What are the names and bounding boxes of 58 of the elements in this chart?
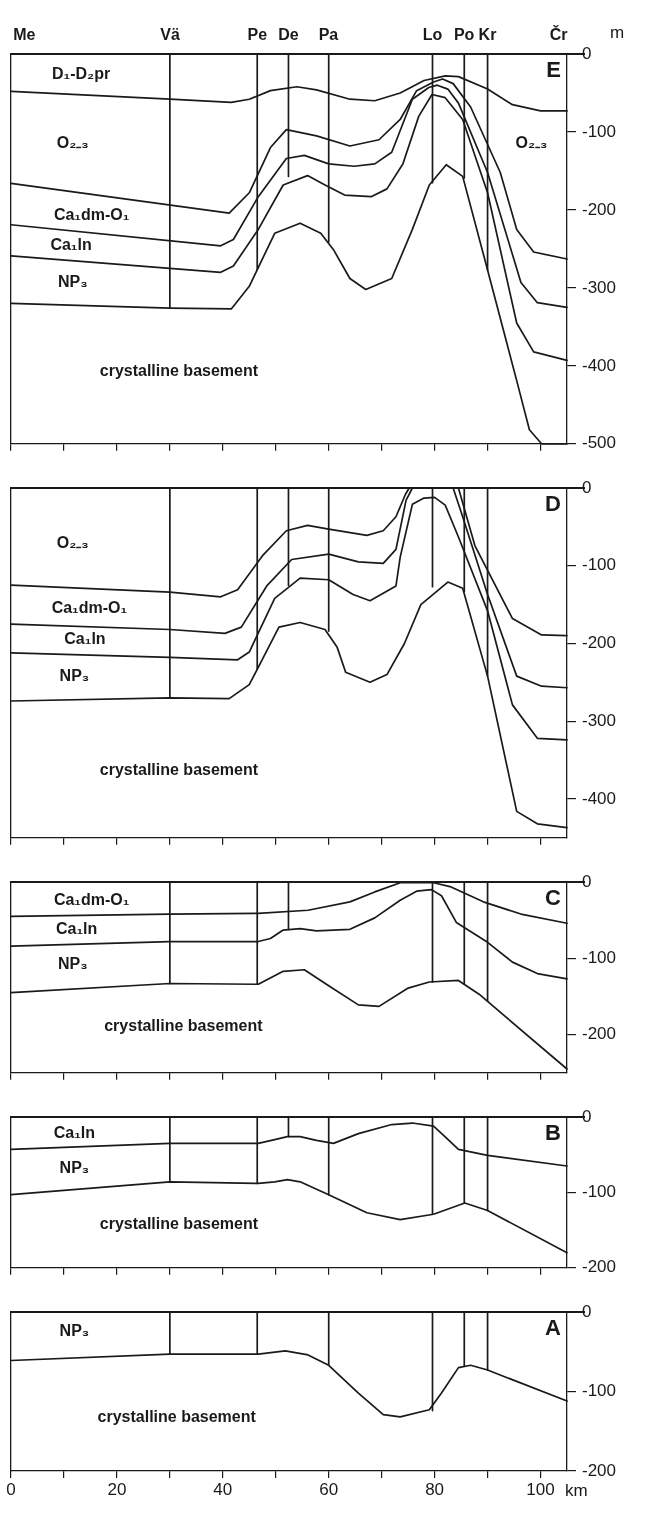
annotation: NP₃ [59,1322,90,1340]
y-tick-label: -300 [582,277,617,297]
chart-title: E [546,57,561,83]
annotation: Ca₁ln [50,236,92,254]
annotation: Ca₁dm-O₁ [51,598,128,616]
x-tick-label: 0 [6,1479,16,1499]
annotation: NP₃ [57,272,88,290]
chart-title: D [545,491,561,517]
y-tick-label: -500 [582,433,617,453]
annotation: crystalline basement [99,760,259,778]
y-tick-label: -200 [582,633,617,653]
chart-title: A [545,1315,562,1341]
text: Vä [160,25,180,43]
y-tick-label: -400 [582,788,617,808]
y-tick-label: -100 [582,1381,617,1401]
y-tick-label: -200 [582,199,617,219]
annotation: crystalline basement [104,1016,264,1034]
x-tick-label: 60 [319,1479,339,1499]
text: Me [13,25,36,43]
annotation: Ca₁dm-O₁ [53,205,130,223]
annotation: crystalline basement [99,1215,259,1233]
y-tick-label: -100 [582,121,617,141]
y-tick-label: -100 [582,948,617,968]
y-tick-label: -100 [582,1182,617,1202]
y-tick-label: -200 [582,1024,617,1044]
x-tick-label: 100 [526,1479,555,1499]
text: Lo [422,25,443,43]
y-axis-title: m [609,23,625,43]
annotation: crystalline basement [99,362,259,380]
chart-title: C [545,885,562,911]
y-tick-label: -100 [582,555,617,575]
text: Kr [478,25,497,43]
annotation: O₂₋₃ [515,134,548,152]
text: De [278,25,299,43]
x-tick-label: 20 [107,1479,127,1499]
y-tick-label: -200 [582,1460,617,1480]
x-axis-title: km [565,1481,588,1501]
annotation: Ca₁ln [53,1123,96,1141]
text: Čr [549,24,568,43]
text: Po [453,25,475,43]
annotation: D₁-D₂pr [51,64,111,82]
text: Pa [318,25,339,43]
annotation: Ca₁ln [55,920,98,938]
annotation: Ca₁ln [64,629,106,647]
y-tick-label: -400 [582,355,617,375]
y-tick-label: -200 [582,1257,617,1277]
annotation: O₂₋₃ [56,533,89,551]
chart-title: B [545,1120,561,1146]
x-tick-label: 40 [213,1479,233,1499]
x-tick-label: 80 [425,1479,445,1499]
annotation: crystalline basement [97,1408,257,1426]
annotation: NP₃ [57,954,88,972]
annotation: NP₃ [59,666,90,684]
text: Pe [247,25,268,43]
annotation: NP₃ [59,1159,90,1177]
annotation: O₂₋₃ [56,134,89,152]
annotation: Ca₁dm-O₁ [53,890,130,908]
y-tick-label: -300 [582,710,617,730]
